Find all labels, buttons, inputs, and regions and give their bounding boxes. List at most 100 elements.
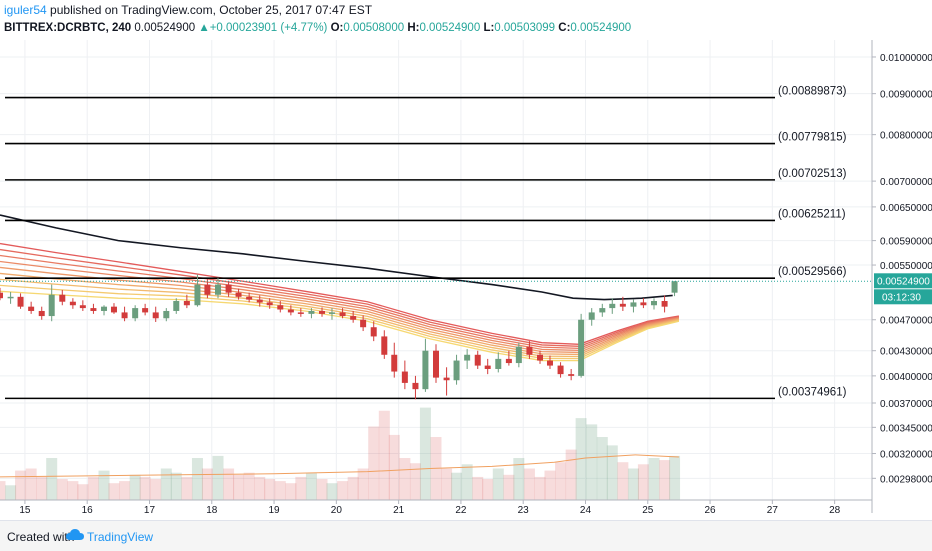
candle-body [515,346,522,364]
ema-ribbon [0,242,680,362]
y-tick-label: 0.00370000 [880,399,932,410]
volume-bar [160,468,172,500]
volume-bar [254,476,266,500]
candle [328,308,335,320]
candle [557,362,564,378]
volume-bar [378,410,390,500]
y-axis-ticks: 0.01000000 0.00900000 0.00800000 0.00700000… [872,53,932,485]
volume-bar [274,481,286,500]
author-link[interactable]: iguler54 [4,3,47,17]
level-label: (0.00702513) [778,168,847,180]
candle-body [152,312,159,319]
candle-body [256,299,263,303]
volume-bar [305,472,317,500]
ema-line-7 [0,284,680,360]
y-tick-label: 0.00345000 [880,423,932,434]
candle-body [599,308,606,313]
volume-bar [555,462,567,500]
volume-bar [170,472,182,500]
candle-body [350,316,357,320]
x-tick-label: 23 [518,505,530,516]
y-tick-label: 0.00900000 [880,90,932,101]
open-label: O: [330,22,344,34]
y-tick-label: 0.00400000 [880,372,932,383]
candle-body [328,312,335,314]
volume-bar [565,449,577,500]
candle-body [28,306,35,311]
candle-body [484,365,491,369]
candle-body [215,284,221,295]
volume-bar [56,479,68,500]
volume-bar [409,463,421,500]
candle [651,298,657,310]
candle [339,308,346,319]
candle [370,321,377,342]
volume-bar [669,455,681,500]
volume-bar [77,484,89,500]
candle [215,277,221,299]
volume-bar [223,468,235,500]
candle-body [568,374,575,376]
candle [495,352,502,373]
candle-body [319,310,326,314]
candle [266,298,273,309]
candle [142,303,149,316]
candle [48,284,55,322]
candle [173,298,180,314]
plot-background [0,40,872,500]
y-tick-label: 0.00700000 [880,177,932,188]
volume-bar [461,464,473,500]
candle-body [246,296,253,300]
high-label: H: [407,22,420,34]
candle [433,344,439,383]
volume-bar [0,481,6,500]
candle-body [537,354,544,361]
x-tick-label: 25 [642,505,654,516]
created-with-text: Created with [7,530,75,544]
x-tick-label: 24 [580,505,592,516]
candle [422,338,429,392]
candle [110,303,117,314]
countdown-label: 03:12:30 [882,292,921,303]
candle [256,295,263,307]
x-tick-label: 28 [829,505,841,516]
candle [204,279,211,299]
x-tick-label: 27 [767,505,779,516]
candle [90,303,97,314]
close-value: 0.00524900 [570,22,632,34]
tradingview-brand[interactable]: TradingView [87,530,154,544]
level-label: (0.00779815) [778,132,847,144]
candle [163,308,170,322]
volume-bar [451,472,463,500]
ema-line-8 [0,290,680,362]
price-chart[interactable]: (0.00889873) (0.00779815) (0.00702513) (0.0… [0,0,932,520]
candle-body [194,284,201,306]
volume-bar [399,458,411,500]
candle [443,367,450,396]
candle-body [225,284,232,293]
fib-levels: (0.00889873) (0.00779815) (0.00702513) (0.0… [5,86,847,400]
level-label: (0.00625211) [778,208,846,220]
candle [308,308,315,319]
footer-bar: Created with TradingView [0,520,932,551]
symbol-label[interactable]: BITTREX:DCRBTC, 240 [4,22,132,34]
volume-bar [637,464,649,500]
volume-bar [627,468,639,500]
y-tick-label: 0.00550000 [880,261,932,272]
ema-line-2 [0,254,680,350]
candle-body [619,303,626,307]
candle-body [557,365,564,375]
candle-body [173,301,180,311]
candle-body [69,301,76,306]
candle-body [640,302,647,306]
candle [350,310,357,323]
x-axis-ticks: 15 16 17 18 19 20 21 22 23 24 25 26 27 28 [19,500,841,516]
ema-line-4 [0,266,680,354]
volume-bar [243,472,255,500]
candle [671,281,678,297]
candle-body [308,310,315,314]
candle [401,360,408,390]
level-label: (0.00529566) [778,266,847,278]
candle-body [588,312,595,320]
candle-body [183,301,190,306]
